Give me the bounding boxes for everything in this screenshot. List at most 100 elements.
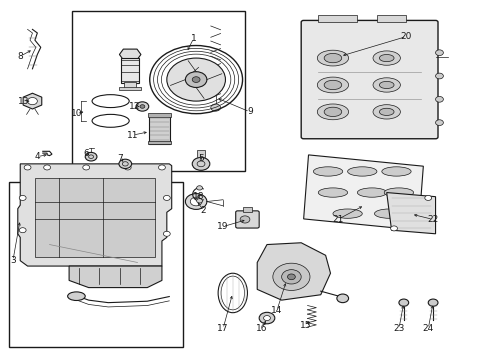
Circle shape <box>124 165 131 170</box>
Ellipse shape <box>373 105 400 119</box>
Text: 15: 15 <box>300 321 312 330</box>
Circle shape <box>192 157 210 170</box>
Polygon shape <box>120 49 141 60</box>
Circle shape <box>428 299 438 306</box>
Ellipse shape <box>357 188 387 197</box>
Text: 18: 18 <box>193 192 204 201</box>
Bar <box>148 140 171 144</box>
Text: 8: 8 <box>17 52 23 61</box>
Bar <box>148 113 171 117</box>
Polygon shape <box>257 243 331 300</box>
Bar <box>120 87 141 90</box>
Ellipse shape <box>379 108 394 116</box>
Ellipse shape <box>384 188 414 197</box>
Circle shape <box>436 73 443 79</box>
Bar <box>124 82 136 89</box>
Polygon shape <box>387 193 436 234</box>
Circle shape <box>140 105 145 108</box>
Circle shape <box>163 195 170 201</box>
Ellipse shape <box>373 78 400 92</box>
Circle shape <box>190 197 202 206</box>
Ellipse shape <box>314 167 343 176</box>
Ellipse shape <box>379 81 394 89</box>
Circle shape <box>19 195 26 201</box>
Text: 10: 10 <box>71 109 82 118</box>
Circle shape <box>167 58 225 101</box>
Ellipse shape <box>318 104 348 120</box>
Text: 16: 16 <box>256 324 268 333</box>
Polygon shape <box>304 155 423 230</box>
Text: 9: 9 <box>247 107 253 116</box>
Ellipse shape <box>318 188 347 197</box>
Circle shape <box>192 77 200 82</box>
Text: 3: 3 <box>10 256 16 265</box>
Text: 2: 2 <box>201 206 206 215</box>
Ellipse shape <box>382 167 411 176</box>
Circle shape <box>399 299 409 306</box>
Circle shape <box>85 152 97 161</box>
Ellipse shape <box>379 54 394 62</box>
Ellipse shape <box>324 53 342 63</box>
Circle shape <box>136 102 149 111</box>
Text: 1: 1 <box>191 34 196 43</box>
Circle shape <box>264 316 270 320</box>
Text: 4: 4 <box>34 152 40 161</box>
FancyBboxPatch shape <box>236 211 259 228</box>
Ellipse shape <box>318 50 348 66</box>
Circle shape <box>27 98 37 105</box>
Text: 13: 13 <box>19 96 30 105</box>
Bar <box>122 58 139 83</box>
Ellipse shape <box>324 107 342 117</box>
Ellipse shape <box>333 209 362 218</box>
Bar <box>72 12 245 171</box>
Circle shape <box>391 226 397 231</box>
Text: 24: 24 <box>422 324 434 333</box>
Text: 19: 19 <box>217 222 229 231</box>
Bar <box>318 15 357 22</box>
Text: 12: 12 <box>129 102 141 111</box>
Bar <box>149 114 170 144</box>
Circle shape <box>24 165 31 170</box>
Circle shape <box>44 165 50 170</box>
Bar <box>197 150 205 157</box>
Circle shape <box>185 72 207 87</box>
Text: 6: 6 <box>83 149 89 158</box>
Circle shape <box>273 263 310 291</box>
Circle shape <box>83 165 90 170</box>
Text: 21: 21 <box>332 215 343 224</box>
FancyBboxPatch shape <box>301 21 438 139</box>
Ellipse shape <box>68 292 85 301</box>
Circle shape <box>196 199 202 203</box>
Polygon shape <box>23 93 42 109</box>
Circle shape <box>436 96 443 102</box>
Circle shape <box>425 195 432 201</box>
Circle shape <box>196 186 202 190</box>
Ellipse shape <box>347 167 377 176</box>
Bar <box>377 15 406 22</box>
Text: 20: 20 <box>400 32 412 41</box>
Text: 7: 7 <box>118 154 123 163</box>
Circle shape <box>282 270 301 284</box>
Bar <box>35 178 155 257</box>
Circle shape <box>288 274 295 280</box>
Text: 22: 22 <box>427 215 439 224</box>
Circle shape <box>436 120 443 126</box>
Circle shape <box>436 50 443 55</box>
Text: 11: 11 <box>127 131 138 140</box>
Polygon shape <box>69 266 162 288</box>
Ellipse shape <box>374 209 404 218</box>
Text: 5: 5 <box>198 154 204 163</box>
Text: 23: 23 <box>393 324 405 333</box>
Circle shape <box>259 312 275 324</box>
Bar <box>9 182 183 347</box>
Text: 17: 17 <box>217 324 229 333</box>
Circle shape <box>163 231 170 236</box>
Circle shape <box>19 228 26 233</box>
Bar <box>243 207 252 212</box>
Ellipse shape <box>324 80 342 90</box>
Ellipse shape <box>318 77 348 93</box>
Circle shape <box>337 294 348 303</box>
Polygon shape <box>18 164 172 266</box>
Circle shape <box>185 194 207 210</box>
Ellipse shape <box>373 51 400 65</box>
